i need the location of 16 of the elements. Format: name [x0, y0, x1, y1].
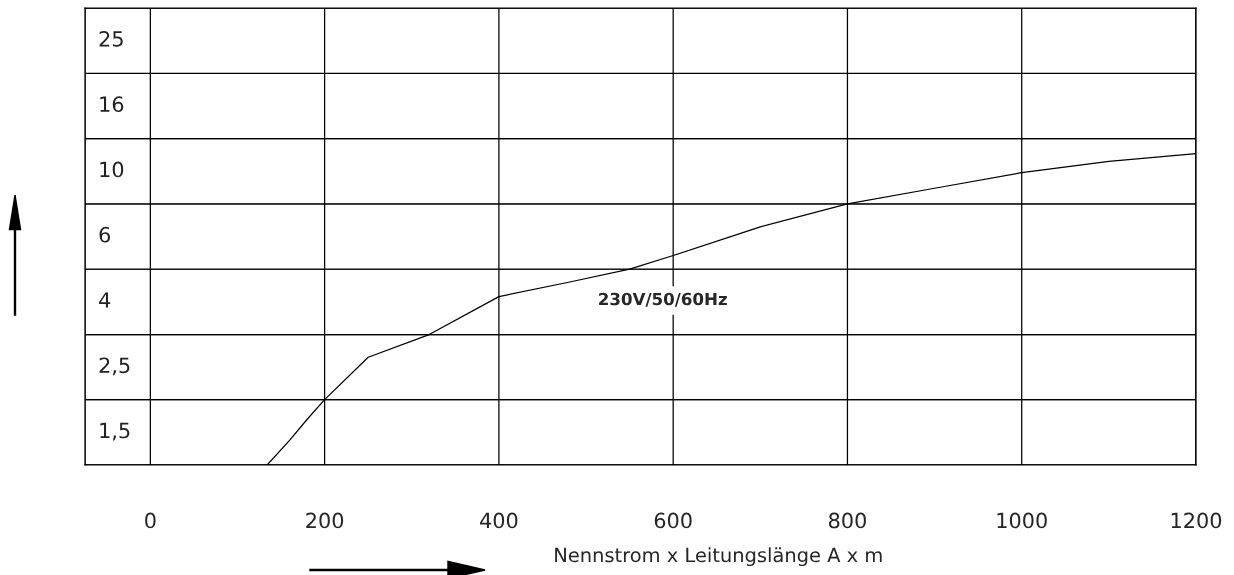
band-label: 10 — [100, 161, 124, 178]
band-label: 4 — [99, 292, 111, 308]
x-axis-title: Nennstrom x Leitungslänge A x m — [555, 547, 882, 567]
x-tick-label: 1200 — [1171, 512, 1222, 529]
x-tick-label: 400 — [480, 512, 518, 529]
band-label: 25 — [99, 30, 123, 47]
band-label: 1,5 — [100, 422, 130, 441]
band-label: 6 — [99, 226, 111, 243]
band-label: 16 — [100, 96, 124, 113]
x-tick-label: 600 — [654, 512, 692, 529]
band-label: 2,5 — [99, 357, 130, 376]
x-tick-label: 800 — [828, 512, 866, 529]
x-tick-label: 0 — [145, 512, 156, 529]
x-tick-label: 1000 — [997, 512, 1047, 529]
x-tick-label: 200 — [306, 512, 344, 529]
annotation: 230V/50/60Hz — [599, 292, 727, 307]
